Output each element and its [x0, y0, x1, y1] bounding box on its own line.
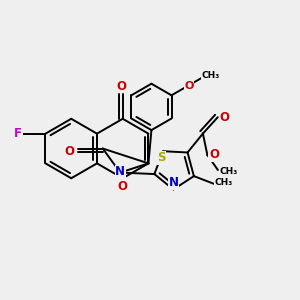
Text: CH₃: CH₃	[202, 71, 220, 80]
Text: O: O	[209, 148, 219, 161]
Text: CH₃: CH₃	[214, 178, 232, 187]
Text: O: O	[184, 81, 194, 91]
Text: O: O	[219, 111, 229, 124]
Text: O: O	[64, 145, 74, 158]
Text: N: N	[168, 176, 178, 189]
Text: O: O	[118, 180, 128, 193]
Text: CH₃: CH₃	[219, 167, 237, 176]
Text: F: F	[14, 127, 22, 140]
Text: O: O	[116, 80, 126, 93]
Text: S: S	[158, 151, 166, 164]
Text: N: N	[115, 166, 125, 178]
